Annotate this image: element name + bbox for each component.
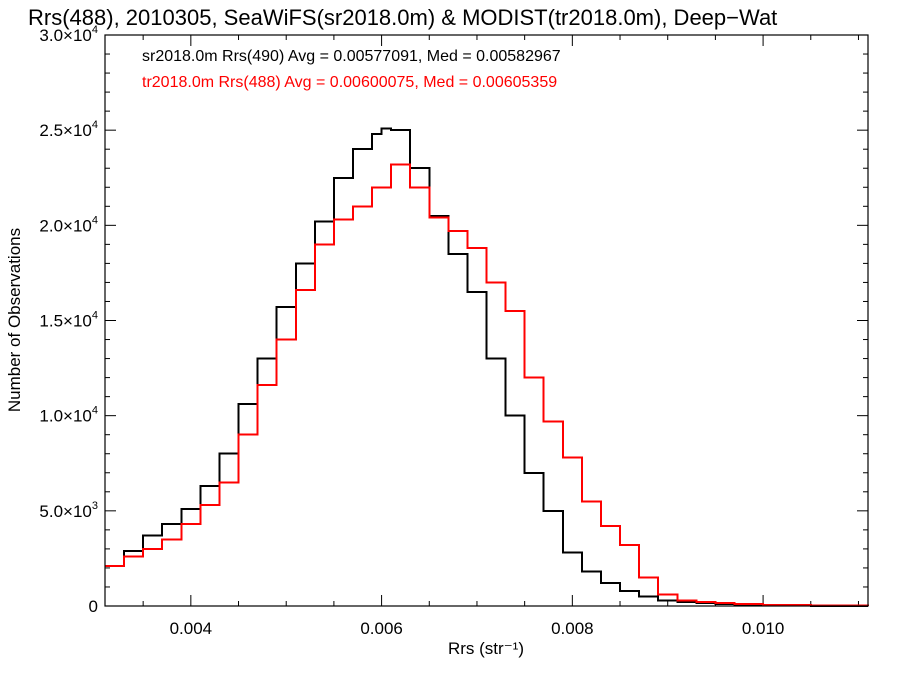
- y-tick-mantissa: 2.0×10: [39, 216, 91, 235]
- y-tick-mantissa: 3.0×10: [39, 26, 91, 45]
- y-tick-label: 5.0×103: [39, 500, 98, 521]
- series-line-1: [105, 127, 869, 607]
- y-tick-exponent: 4: [92, 214, 98, 226]
- series-layer: [105, 127, 869, 607]
- y-tick-exponent: 4: [92, 310, 98, 322]
- legend-entry-2: tr2018.0m Rrs(488) Avg = 0.00600075, Med…: [142, 74, 557, 91]
- y-tick-mantissa: 2.5×10: [39, 121, 91, 140]
- x-tick-label: 0.008: [551, 619, 594, 638]
- y-axis-ticks: 05.0×1031.0×1041.5×1042.0×1042.5×1043.0×…: [39, 24, 868, 616]
- x-tick-label: 0.004: [170, 619, 213, 638]
- x-axis-label: Rrs (str⁻¹): [448, 639, 524, 658]
- x-tick-label: 0.006: [360, 619, 403, 638]
- y-tick-label: 1.5×104: [39, 310, 98, 331]
- y-tick-label: 3.0×104: [39, 24, 98, 45]
- y-tick-mantissa: 0: [89, 597, 98, 616]
- y-tick-mantissa: 1.0×10: [39, 407, 91, 426]
- y-tick-exponent: 4: [92, 24, 98, 36]
- y-axis-label: Number of Observations: [5, 228, 24, 412]
- y-tick-exponent: 4: [92, 119, 98, 131]
- y-tick-exponent: 4: [92, 405, 98, 417]
- y-tick-label: 0: [89, 597, 98, 616]
- y-tick-label: 2.5×104: [39, 119, 98, 140]
- legend: sr2018.0m Rrs(490) Avg = 0.00577091, Med…: [142, 48, 561, 91]
- legend-entry-1: sr2018.0m Rrs(490) Avg = 0.00577091, Med…: [142, 48, 561, 65]
- y-tick-exponent: 3: [92, 500, 98, 512]
- y-tick-label: 2.0×104: [39, 214, 98, 235]
- y-tick-mantissa: 5.0×10: [39, 502, 91, 521]
- chart-title: Rrs(488), 2010305, SeaWiFS(sr2018.0m) & …: [28, 5, 777, 30]
- series-line-2: [105, 163, 869, 607]
- y-tick-mantissa: 1.5×10: [39, 312, 91, 331]
- x-tick-label: 0.010: [742, 619, 785, 638]
- x-axis-ticks: 0.004 0.006 0.008 0.010: [142, 35, 859, 638]
- plot-frame: [104, 34, 869, 607]
- y-tick-label: 1.0×104: [39, 405, 98, 426]
